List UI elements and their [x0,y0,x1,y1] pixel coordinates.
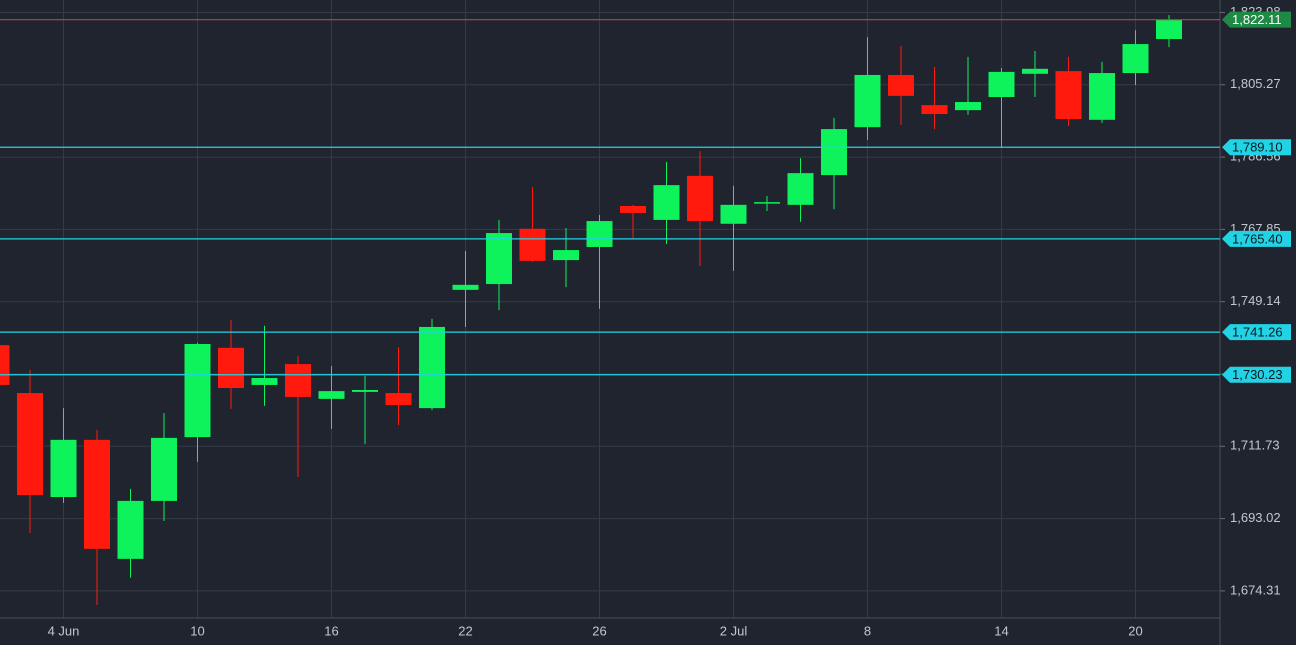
candle-body [1055,71,1082,120]
candle-body [1089,73,1115,120]
candle-body [385,393,412,406]
x-tick-label: 2 Jul [720,623,748,638]
candle-body [486,233,512,285]
x-tick-label: 4 Jun [48,623,80,638]
candle-body [888,74,914,96]
candle-body [1122,44,1149,74]
candle-body [17,393,43,496]
x-tick-label: 8 [864,623,871,638]
candle-body [0,345,10,385]
candle-body [620,206,646,213]
candle-body [151,437,177,501]
level-tag [1222,366,1291,383]
candle-body [921,105,948,115]
candle-body [452,284,479,290]
level-label: 1,741.26 [1232,325,1283,340]
last-price-tag [1222,11,1291,28]
x-tick-label: 26 [592,623,606,638]
x-tick-label: 16 [324,623,338,638]
level-label: 1,765.40 [1232,231,1283,246]
candle-body [787,173,814,205]
x-tick-label: 14 [994,623,1008,638]
y-tick-label: 1,711.73 [1230,438,1280,453]
y-tick-label: 1,749.14 [1230,293,1281,308]
y-tick-label: 1,674.31 [1230,582,1281,597]
level-label: 1,730.23 [1232,367,1283,382]
x-tick-label: 20 [1128,623,1142,638]
candle-body [653,185,680,220]
candle-body [1022,68,1048,74]
level-tag [1222,139,1291,156]
candle-body [720,204,747,224]
candle-body [553,250,579,261]
candle-body [519,228,546,261]
x-tick-label: 22 [458,623,472,638]
candle-body [586,221,613,247]
candle-body [84,439,110,549]
candle-body [419,326,445,409]
level-tag [1222,230,1291,247]
candle-body [754,202,780,204]
candle-body [285,364,311,397]
level-tag [1222,324,1291,341]
candle-body [251,377,278,385]
x-tick-label: 10 [190,623,204,638]
candle-body [352,389,378,392]
y-tick-label: 1,693.02 [1230,510,1281,525]
last-price-label: 1,822.11 [1232,12,1282,27]
candle-body [955,102,981,111]
candle-body [218,347,244,389]
candle-body [50,439,77,498]
candle-body [988,71,1015,98]
candle-body [318,391,345,399]
candle-body [1156,19,1182,40]
level-label: 1,789.10 [1232,140,1283,155]
candle-body [184,343,211,438]
candle-body [687,175,713,222]
candle-body [854,74,881,128]
y-tick-label: 1,805.27 [1230,76,1281,91]
candle-body [117,500,144,559]
candle-body [821,129,847,176]
